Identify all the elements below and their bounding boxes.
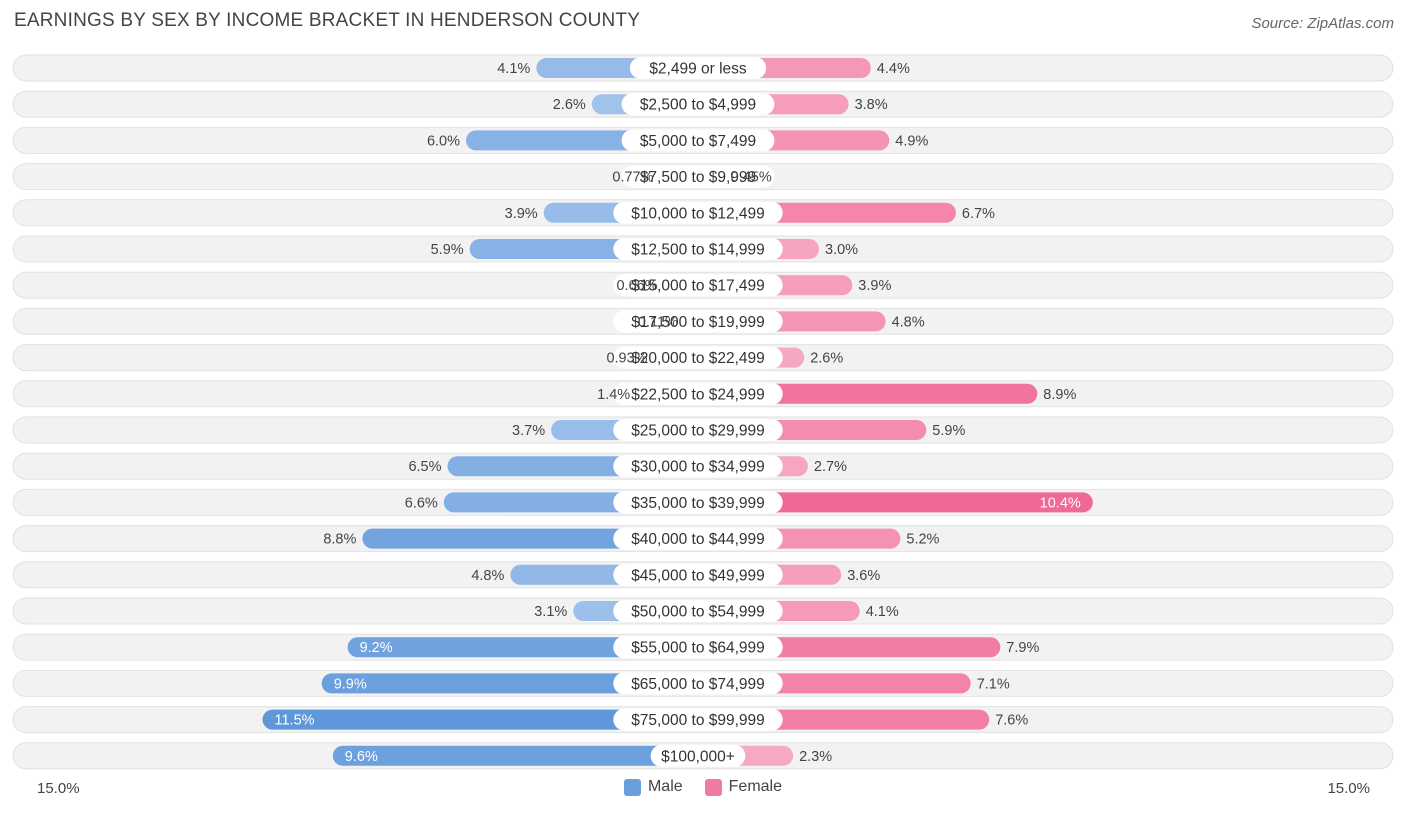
value-label-female: 2.7%	[814, 459, 847, 475]
bar-male	[262, 709, 708, 730]
category-label-bg	[613, 310, 783, 333]
axis-right-label: 15.0%	[1327, 780, 1370, 797]
value-label-female: 3.6%	[847, 568, 880, 584]
legend-item-female[interactable]: Female	[704, 778, 783, 796]
value-label-female: 4.8%	[892, 314, 925, 330]
category-label-bg	[613, 238, 783, 260]
value-label-female: 6.7%	[962, 206, 995, 222]
value-label-female: 5.2%	[906, 532, 939, 548]
category-label: $55,000 to $64,999	[631, 640, 765, 657]
category-label: $50,000 to $54,999	[631, 604, 765, 621]
category-label: $35,000 to $39,999	[631, 495, 765, 512]
category-label: $2,500 to $4,999	[640, 97, 756, 114]
value-label-male: 0.66%	[616, 278, 657, 294]
chart-source: Source: ZipAtlas.com	[1251, 15, 1394, 32]
value-label-male: 3.9%	[505, 206, 538, 222]
legend: Male Female	[0, 778, 1406, 796]
value-label-male: 0.93%	[606, 351, 647, 367]
value-label-male: 4.1%	[497, 61, 530, 77]
value-label-female: 7.6%	[995, 713, 1028, 729]
axis-left-label: 15.0%	[37, 780, 80, 797]
category-label-bg	[613, 708, 783, 731]
category-label-bg	[613, 491, 783, 514]
value-label-female: 7.1%	[977, 676, 1010, 692]
category-label: $65,000 to $74,999	[631, 676, 765, 693]
value-label-female: 0.45%	[731, 170, 772, 186]
bar-female	[688, 492, 1093, 513]
category-label-bg	[613, 419, 783, 441]
bar-male	[321, 673, 708, 694]
category-label: $100,000+	[661, 748, 735, 765]
value-label-male: 6.5%	[408, 459, 441, 475]
legend-item-male[interactable]: Male	[623, 778, 683, 796]
category-label: $2,499 or less	[649, 61, 747, 78]
category-label: $30,000 to $34,999	[631, 459, 765, 476]
category-label: $12,500 to $14,999	[631, 242, 765, 259]
category-label-bg	[613, 346, 783, 369]
category-label: $17,500 to $19,999	[631, 314, 765, 331]
category-label-bg	[650, 744, 746, 767]
legend-swatch-female	[704, 778, 722, 796]
value-label-female: 10.4%	[1040, 495, 1081, 511]
category-label: $75,000 to $99,999	[631, 712, 765, 729]
category-label: $22,500 to $24,999	[631, 386, 765, 403]
value-label-male: 9.9%	[334, 676, 367, 692]
category-label: $10,000 to $12,499	[631, 205, 765, 222]
value-label-male: 5.9%	[431, 242, 464, 258]
category-label: $15,000 to $17,499	[631, 278, 765, 295]
category-label-bg	[613, 201, 783, 224]
category-label-bg	[613, 636, 783, 659]
category-label: $7,500 to $9,999	[640, 169, 756, 186]
value-label-female: 3.9%	[858, 278, 891, 294]
category-label: $25,000 to $29,999	[631, 423, 765, 440]
value-label-male: 4.8%	[471, 568, 504, 584]
value-label-female: 8.9%	[1043, 387, 1076, 403]
category-label: $20,000 to $22,499	[631, 350, 765, 367]
value-label-male: 11.5%	[275, 713, 315, 729]
category-label-bg	[613, 382, 783, 405]
category-label-bg	[613, 274, 783, 297]
legend-label-female: Female	[728, 778, 783, 795]
value-label-male: 9.2%	[360, 640, 393, 656]
category-label: $40,000 to $44,999	[631, 531, 765, 548]
value-label-female: 2.6%	[810, 351, 843, 367]
value-label-female: 4.9%	[895, 133, 928, 149]
value-label-female: 4.1%	[866, 604, 899, 620]
category-label-bg	[613, 563, 783, 586]
value-label-female: 3.8%	[855, 97, 888, 113]
category-label-bg	[621, 165, 775, 188]
value-label-male: 0.77%	[612, 170, 653, 186]
chart-title: EARNINGS BY SEX BY INCOME BRACKET IN HEN…	[14, 10, 641, 31]
category-label: $5,000 to $7,499	[640, 133, 756, 150]
value-label-female: 4.4%	[877, 61, 910, 77]
value-label-female: 2.3%	[799, 749, 832, 765]
category-label-bg	[613, 455, 783, 478]
legend-label-male: Male	[647, 778, 683, 795]
value-label-female: 5.9%	[932, 423, 965, 439]
value-label-male: 3.1%	[534, 604, 567, 620]
value-label-male: 9.6%	[345, 749, 378, 765]
value-label-male: 8.8%	[323, 532, 356, 548]
category-label-bg	[613, 527, 783, 550]
category-label-bg	[629, 57, 767, 79]
value-label-male: 1.4%	[597, 387, 630, 403]
value-label-male: 6.6%	[405, 495, 438, 511]
value-label-male: 6.0%	[427, 133, 460, 149]
category-label-bg	[613, 672, 783, 695]
value-label-male: 2.6%	[553, 97, 586, 113]
value-label-female: 3.0%	[825, 242, 858, 258]
category-label-bg	[613, 600, 783, 622]
bar-male	[332, 745, 708, 766]
category-label: $45,000 to $49,999	[631, 567, 765, 584]
value-label-male: 3.7%	[512, 423, 545, 439]
value-label-male: 0.11%	[638, 314, 678, 330]
legend-swatch-male	[623, 778, 641, 796]
category-label-bg	[621, 93, 775, 116]
value-label-female: 7.9%	[1006, 640, 1039, 656]
category-label-bg	[621, 129, 775, 152]
